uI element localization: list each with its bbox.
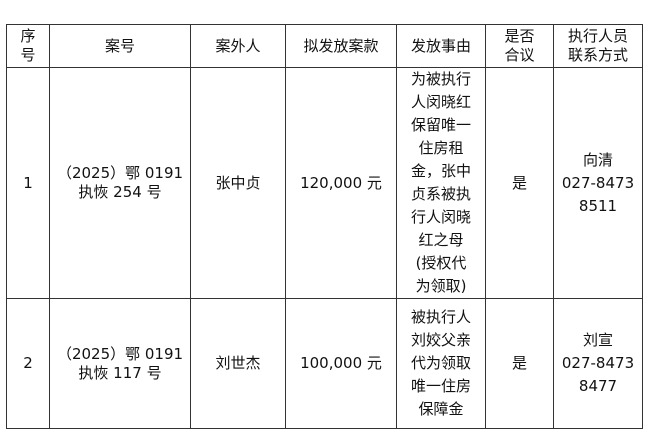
outsider-cell: 张中贞 [190,67,286,299]
table-row: 1 （2025）鄂 0191 执恢 254 号 张中贞 120,000 元 为被执… [6,67,643,299]
header-seq: 序号 [6,24,50,68]
header-row: 序号 案号 案外人 拟发放案款 发放事由 是否 合议 执行人员 联系方式 [6,24,643,68]
contact-cell: 向清 027-8473 8511 [553,67,643,299]
header-contact: 执行人员 联系方式 [553,24,643,68]
seq-cell: 2 [6,298,50,429]
seq-cell: 1 [6,67,50,299]
header-agreed: 是否 合议 [485,24,554,68]
agreed-cell: 是 [485,298,554,429]
header-amount: 拟发放案款 [285,24,397,68]
reason-cell: 被执行人 刘姣父亲 代为领取 唯一住房 保障金 [396,298,486,429]
agreed-cell: 是 [485,67,554,299]
case-no-cell: （2025）鄂 0191 执恢 254 号 [49,67,191,299]
disbursement-table: 序号 案号 案外人 拟发放案款 发放事由 是否 合议 执行人员 联系方式 1 （20… [6,24,643,429]
reason-cell: 为被执行 人闵晓红 保留唯一 住房租 金，张中 贞系被执 行人闵晓 红之母 (授权代 为领取) [396,67,486,299]
header-case-no: 案号 [49,24,191,68]
contact-cell: 刘宣 027-8473 8477 [553,298,643,429]
table-row: 2 （2025）鄂 0191 执恢 117 号 刘世杰 100,000 元 被执行… [6,298,643,429]
outsider-cell: 刘世杰 [190,298,286,429]
amount-cell: 120,000 元 [285,67,397,299]
header-reason: 发放事由 [396,24,486,68]
amount-cell: 100,000 元 [285,298,397,429]
header-outsider: 案外人 [190,24,286,68]
case-no-cell: （2025）鄂 0191 执恢 117 号 [49,298,191,429]
